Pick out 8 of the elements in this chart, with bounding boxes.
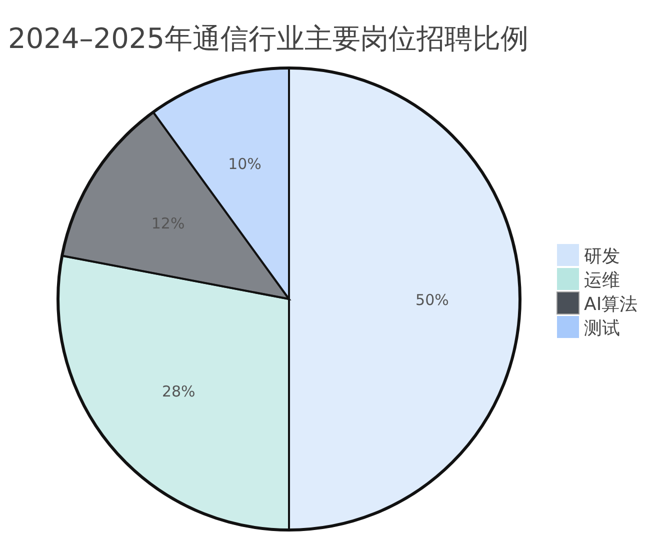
chart-title: 2024–2025年通信行业主要岗位招聘比例 (8, 22, 529, 55)
data-label: 10% (228, 154, 262, 173)
data-label: 50% (416, 291, 449, 309)
data-label: 28% (162, 382, 196, 400)
legend-label: 测试 (584, 318, 620, 339)
legend-label: 运维 (584, 270, 620, 291)
legend-label: 研发 (584, 246, 620, 267)
legend-label: AI算法 (584, 294, 638, 315)
